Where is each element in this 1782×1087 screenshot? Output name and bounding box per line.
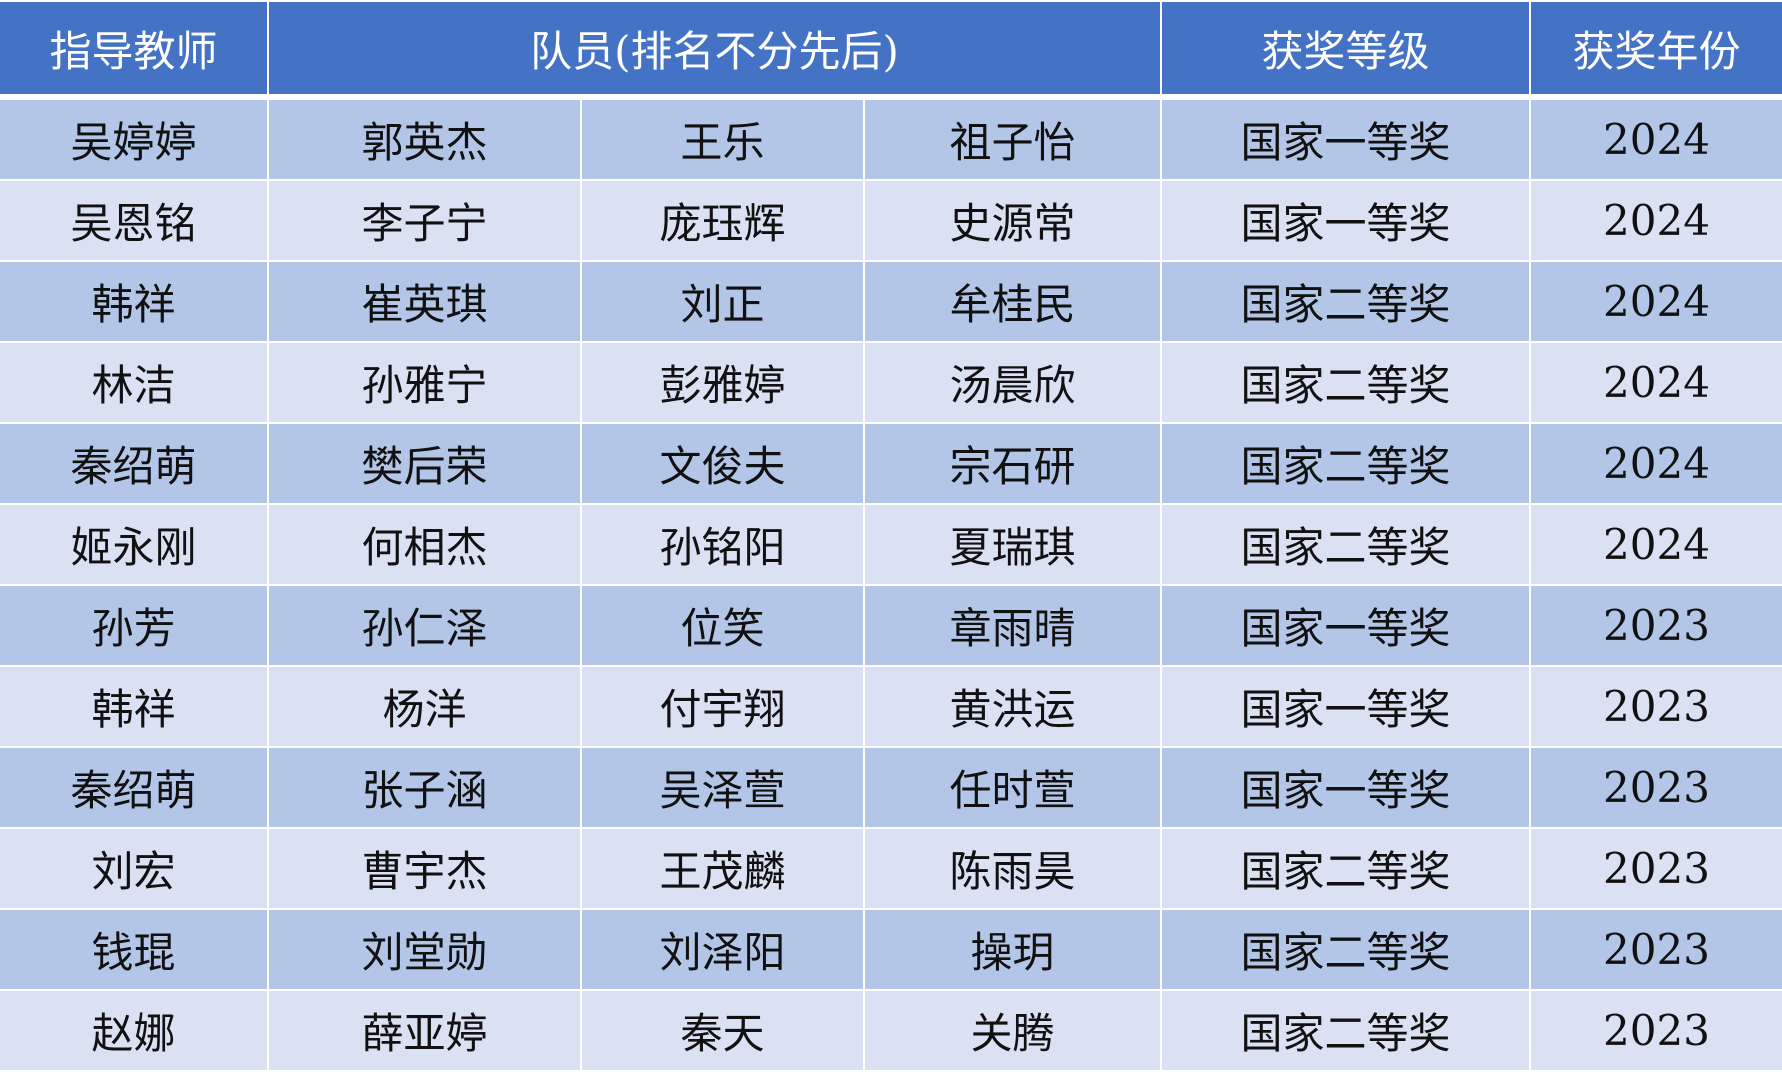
table-row: 韩祥 杨洋 付宇翔 黄洪运 国家一等奖 2023 bbox=[0, 665, 1782, 748]
member-cell: 夏瑞琪 bbox=[863, 503, 1162, 586]
member-cell: 汤晨欣 bbox=[863, 341, 1162, 424]
table-row: 钱琨 刘堂勋 刘泽阳 操玥 国家二等奖 2023 bbox=[0, 908, 1782, 991]
member-cell: 任时萱 bbox=[863, 746, 1162, 829]
teacher-cell: 姬永刚 bbox=[0, 503, 269, 586]
member-cell: 关腾 bbox=[863, 989, 1162, 1072]
member-cell: 孙雅宁 bbox=[267, 341, 582, 424]
table-row: 秦绍萌 张子涵 吴泽萱 任时萱 国家一等奖 2023 bbox=[0, 746, 1782, 829]
table-row: 刘宏 曹宇杰 王茂麟 陈雨昊 国家二等奖 2023 bbox=[0, 827, 1782, 910]
teacher-cell: 赵娜 bbox=[0, 989, 269, 1072]
award-year-cell: 2023 bbox=[1529, 908, 1782, 991]
member-cell: 秦天 bbox=[580, 989, 865, 1072]
award-level-cell: 国家二等奖 bbox=[1160, 989, 1531, 1072]
member-cell: 曹宇杰 bbox=[267, 827, 582, 910]
award-level-cell: 国家一等奖 bbox=[1160, 584, 1531, 667]
award-year-cell: 2023 bbox=[1529, 584, 1782, 667]
member-cell: 史源常 bbox=[863, 179, 1162, 262]
table-row: 姬永刚 何相杰 孙铭阳 夏瑞琪 国家二等奖 2024 bbox=[0, 503, 1782, 586]
member-cell: 王乐 bbox=[580, 96, 865, 181]
header-members: 队员(排名不分先后) bbox=[267, 0, 1162, 100]
teacher-cell: 孙芳 bbox=[0, 584, 269, 667]
member-cell: 张子涵 bbox=[267, 746, 582, 829]
teacher-cell: 刘宏 bbox=[0, 827, 269, 910]
award-level-cell: 国家二等奖 bbox=[1160, 260, 1531, 343]
table-row: 林洁 孙雅宁 彭雅婷 汤晨欣 国家二等奖 2024 bbox=[0, 341, 1782, 424]
teacher-cell: 韩祥 bbox=[0, 260, 269, 343]
teacher-cell: 吴婷婷 bbox=[0, 96, 269, 181]
award-level-cell: 国家一等奖 bbox=[1160, 665, 1531, 748]
member-cell: 刘泽阳 bbox=[580, 908, 865, 991]
table-row: 吴婷婷 郭英杰 王乐 祖子怡 国家一等奖 2024 bbox=[0, 96, 1782, 181]
table-row: 秦绍萌 樊后荣 文俊夫 宗石研 国家二等奖 2024 bbox=[0, 422, 1782, 505]
award-year-cell: 2024 bbox=[1529, 96, 1782, 181]
member-cell: 王茂麟 bbox=[580, 827, 865, 910]
member-cell: 郭英杰 bbox=[267, 96, 582, 181]
award-year-cell: 2024 bbox=[1529, 422, 1782, 505]
award-level-cell: 国家二等奖 bbox=[1160, 341, 1531, 424]
header-award-year: 获奖年份 bbox=[1529, 0, 1782, 100]
member-cell: 崔英琪 bbox=[267, 260, 582, 343]
header-award-level: 获奖等级 bbox=[1160, 0, 1531, 100]
award-year-cell: 2023 bbox=[1529, 989, 1782, 1072]
member-cell: 宗石研 bbox=[863, 422, 1162, 505]
member-cell: 李子宁 bbox=[267, 179, 582, 262]
award-level-cell: 国家二等奖 bbox=[1160, 503, 1531, 586]
teacher-cell: 韩祥 bbox=[0, 665, 269, 748]
member-cell: 薛亚婷 bbox=[267, 989, 582, 1072]
award-level-cell: 国家一等奖 bbox=[1160, 179, 1531, 262]
award-year-cell: 2023 bbox=[1529, 827, 1782, 910]
award-year-cell: 2023 bbox=[1529, 746, 1782, 829]
member-cell: 章雨晴 bbox=[863, 584, 1162, 667]
table-row: 韩祥 崔英琪 刘正 牟桂民 国家二等奖 2024 bbox=[0, 260, 1782, 343]
header-teacher: 指导教师 bbox=[0, 0, 269, 100]
award-level-cell: 国家一等奖 bbox=[1160, 746, 1531, 829]
member-cell: 文俊夫 bbox=[580, 422, 865, 505]
award-level-cell: 国家二等奖 bbox=[1160, 422, 1531, 505]
member-cell: 何相杰 bbox=[267, 503, 582, 586]
member-cell: 彭雅婷 bbox=[580, 341, 865, 424]
member-cell: 牟桂民 bbox=[863, 260, 1162, 343]
award-year-cell: 2024 bbox=[1529, 341, 1782, 424]
member-cell: 吴泽萱 bbox=[580, 746, 865, 829]
teacher-cell: 吴恩铭 bbox=[0, 179, 269, 262]
award-year-cell: 2023 bbox=[1529, 665, 1782, 748]
member-cell: 陈雨昊 bbox=[863, 827, 1162, 910]
member-cell: 付宇翔 bbox=[580, 665, 865, 748]
member-cell: 祖子怡 bbox=[863, 96, 1162, 181]
member-cell: 樊后荣 bbox=[267, 422, 582, 505]
member-cell: 孙铭阳 bbox=[580, 503, 865, 586]
table-row: 赵娜 薛亚婷 秦天 关腾 国家二等奖 2023 bbox=[0, 989, 1782, 1072]
award-year-cell: 2024 bbox=[1529, 179, 1782, 262]
member-cell: 刘正 bbox=[580, 260, 865, 343]
award-year-cell: 2024 bbox=[1529, 503, 1782, 586]
member-cell: 黄洪运 bbox=[863, 665, 1162, 748]
award-level-cell: 国家二等奖 bbox=[1160, 908, 1531, 991]
member-cell: 位笑 bbox=[580, 584, 865, 667]
teacher-cell: 秦绍萌 bbox=[0, 422, 269, 505]
teacher-cell: 秦绍萌 bbox=[0, 746, 269, 829]
teacher-cell: 钱琨 bbox=[0, 908, 269, 991]
member-cell: 刘堂勋 bbox=[267, 908, 582, 991]
award-year-cell: 2024 bbox=[1529, 260, 1782, 343]
member-cell: 庞珏辉 bbox=[580, 179, 865, 262]
teacher-cell: 林洁 bbox=[0, 341, 269, 424]
member-cell: 操玥 bbox=[863, 908, 1162, 991]
table-row: 孙芳 孙仁泽 位笑 章雨晴 国家一等奖 2023 bbox=[0, 584, 1782, 667]
member-cell: 孙仁泽 bbox=[267, 584, 582, 667]
award-level-cell: 国家一等奖 bbox=[1160, 96, 1531, 181]
award-level-cell: 国家二等奖 bbox=[1160, 827, 1531, 910]
header-row: 指导教师 队员(排名不分先后) 获奖等级 获奖年份 bbox=[0, 0, 1782, 100]
table-row: 吴恩铭 李子宁 庞珏辉 史源常 国家一等奖 2024 bbox=[0, 179, 1782, 262]
member-cell: 杨洋 bbox=[267, 665, 582, 748]
